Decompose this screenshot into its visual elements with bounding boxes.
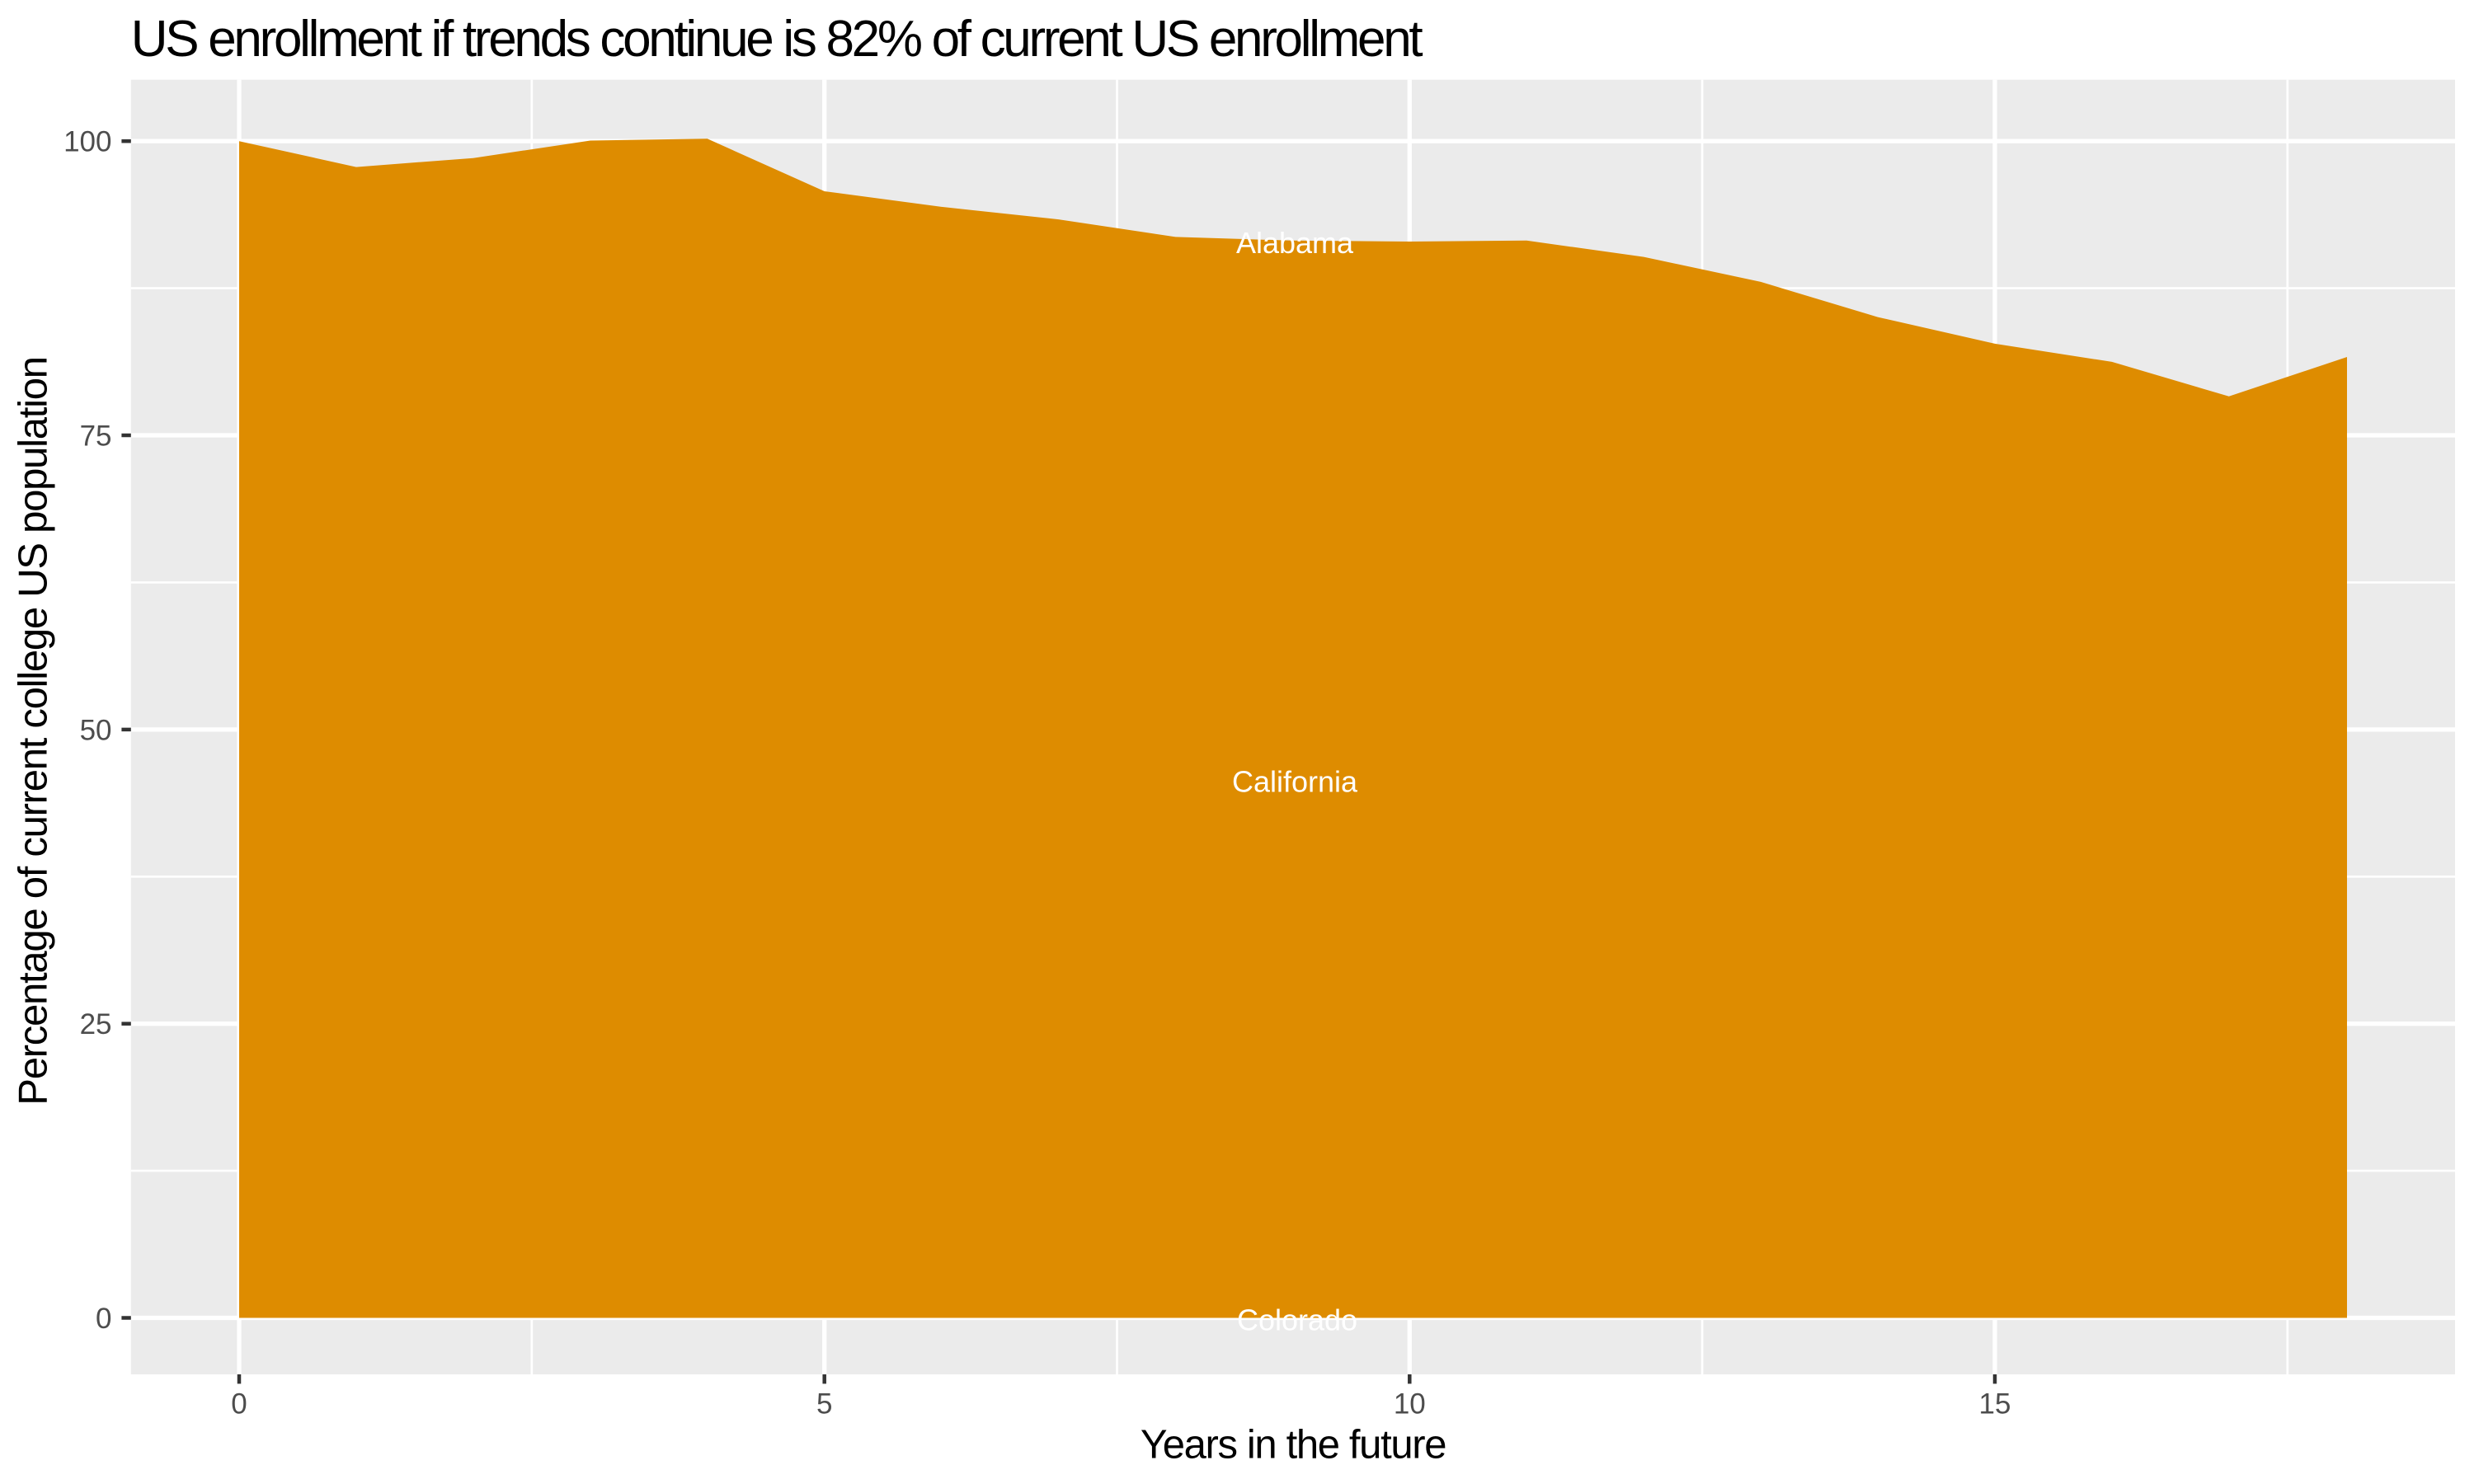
svg-text:15: 15 [1979,1388,2011,1420]
svg-text:25: 25 [80,1008,112,1040]
svg-text:Percentage of current college: Percentage of current college US populat… [12,357,56,1105]
svg-text:US enrollment if trends contin: US enrollment if trends continue is 82% … [131,11,1423,68]
svg-text:0: 0 [231,1388,247,1420]
svg-text:Colorado: Colorado [1237,1303,1357,1337]
svg-text:Years in the future: Years in the future [1141,1423,1446,1468]
svg-text:California: California [1232,764,1358,798]
svg-text:0: 0 [96,1303,111,1335]
svg-text:10: 10 [1394,1388,1426,1420]
svg-text:75: 75 [80,420,112,453]
svg-text:5: 5 [816,1388,832,1420]
svg-text:Alabama: Alabama [1236,226,1354,260]
svg-text:50: 50 [80,714,112,746]
svg-text:100: 100 [63,126,111,158]
